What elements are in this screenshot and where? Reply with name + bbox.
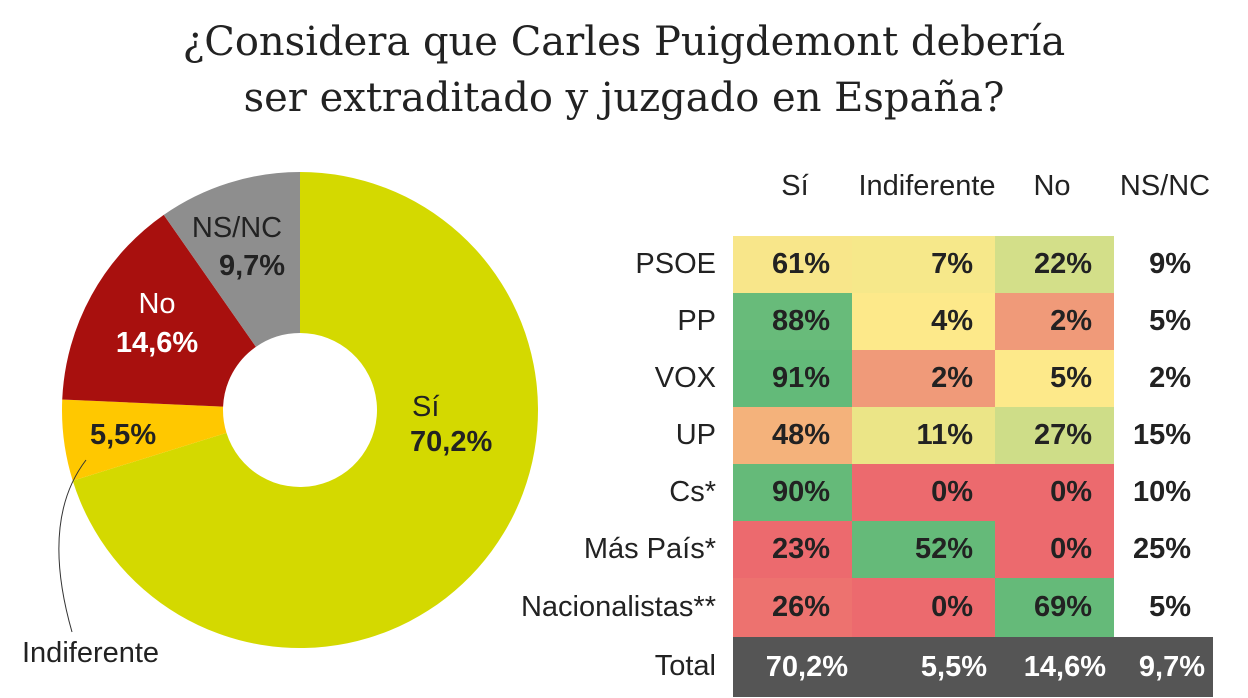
heatmap-cell: 5% bbox=[1149, 305, 1191, 337]
slice-value: 70,2% bbox=[410, 426, 492, 458]
column-header: Indiferente bbox=[858, 170, 996, 202]
slice-label: No bbox=[138, 288, 175, 320]
slice-label: Indiferente bbox=[22, 637, 159, 669]
slice-value: 14,6% bbox=[116, 327, 198, 359]
heatmap-cell: 10% bbox=[1132, 476, 1191, 508]
row-label: Cs* bbox=[669, 475, 716, 508]
heatmap-cell: 88% bbox=[733, 293, 852, 350]
row-label: PP bbox=[677, 304, 716, 337]
heatmap-cell: 61% bbox=[733, 236, 852, 293]
heatmap-cell: 4% bbox=[852, 293, 995, 350]
heatmap-cell: 25% bbox=[1132, 533, 1191, 565]
heatmap-cell: 0% bbox=[852, 464, 995, 521]
row-label: Nacionalistas** bbox=[520, 590, 716, 623]
heatmap-cell: 9% bbox=[1149, 248, 1191, 280]
row-label: Más País* bbox=[583, 532, 716, 565]
title-line-2: ser extraditado y juzgado en España? bbox=[243, 75, 1005, 121]
total-cell: 14,6% bbox=[995, 637, 1114, 697]
heatmap-cell: 15% bbox=[1132, 419, 1191, 451]
row-label: Total bbox=[654, 650, 716, 682]
heatmap-cell: 26% bbox=[733, 578, 852, 637]
row-label: UP bbox=[675, 418, 716, 451]
heatmap-cell: 0% bbox=[995, 464, 1114, 521]
slice-nsnc bbox=[163, 172, 300, 347]
heatmap-cell: 91% bbox=[733, 350, 852, 407]
total-cell: 5,5% bbox=[852, 637, 995, 697]
heatmap-cell: 22% bbox=[995, 236, 1114, 293]
heatmap-cell: 0% bbox=[852, 578, 995, 637]
heatmap-cell: 7% bbox=[852, 236, 995, 293]
heatmap-cell: 2% bbox=[995, 293, 1114, 350]
row-label: VOX bbox=[654, 361, 716, 394]
slice-s bbox=[72, 172, 538, 648]
column-header: Sí bbox=[781, 170, 809, 202]
heatmap-cell: 52% bbox=[852, 521, 995, 578]
total-cell: 70,2% bbox=[733, 637, 852, 697]
heatmap-cell: 27% bbox=[995, 407, 1114, 464]
heatmap-cell: 48% bbox=[733, 407, 852, 464]
column-header: NS/NC bbox=[1119, 170, 1211, 202]
slice-value: 5,5% bbox=[90, 419, 156, 451]
chart-title: ¿Considera que Carles Puigdemont debería… bbox=[0, 14, 1248, 126]
heatmap-cell: 90% bbox=[733, 464, 852, 521]
heatmap-cell: 2% bbox=[1149, 362, 1191, 394]
slice-no bbox=[62, 214, 256, 407]
heatmap-cell: 5% bbox=[995, 350, 1114, 407]
heatmap-cell: 23% bbox=[733, 521, 852, 578]
column-header: No bbox=[1033, 170, 1071, 202]
heatmap-cell: 69% bbox=[995, 578, 1114, 637]
heatmap-cell: 11% bbox=[852, 407, 995, 464]
row-label: PSOE bbox=[635, 247, 716, 280]
heatmap-cell: 2% bbox=[852, 350, 995, 407]
slice-label: Sí bbox=[412, 391, 439, 423]
title-line-1: ¿Considera que Carles Puigdemont debería bbox=[182, 19, 1066, 65]
slice-label: NS/NC bbox=[192, 212, 282, 244]
slice-indiferente bbox=[62, 399, 227, 481]
heatmap-cell: 5% bbox=[1149, 591, 1191, 623]
leader-line bbox=[58, 459, 87, 633]
total-cell: 9,7% bbox=[1114, 637, 1213, 697]
heatmap-cell: 0% bbox=[995, 521, 1114, 578]
slice-value: 9,7% bbox=[219, 250, 285, 282]
